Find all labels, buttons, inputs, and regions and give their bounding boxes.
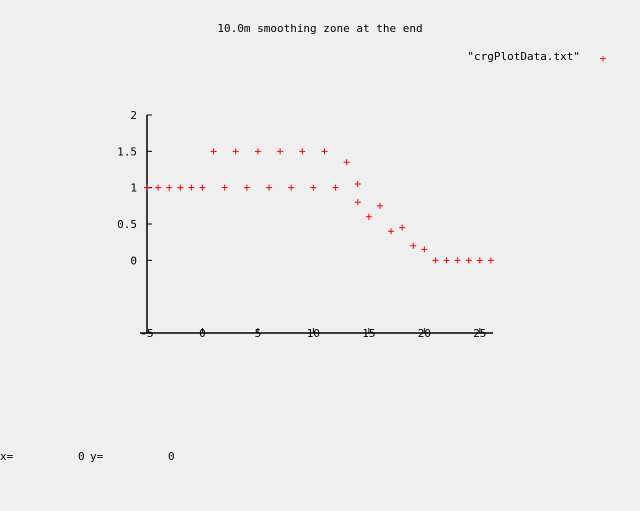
data-points <box>144 148 494 264</box>
data-point <box>454 257 461 264</box>
data-point <box>421 246 428 253</box>
data-point <box>399 224 406 231</box>
y-tick-label: 0 <box>130 254 137 267</box>
x-axis-ticks: -5 0 5 10 15 20 25 <box>140 327 486 340</box>
data-point <box>343 159 350 166</box>
y-coordinate-value: 0 <box>168 450 175 463</box>
data-point <box>144 184 150 191</box>
data-point <box>155 184 162 191</box>
data-point <box>432 257 439 264</box>
data-point <box>177 184 184 191</box>
y-tick-label: 1 <box>130 182 137 195</box>
data-point <box>266 184 273 191</box>
y-tick-label: 2 <box>130 109 137 122</box>
x-tick-label: 10 <box>307 327 320 340</box>
data-point <box>410 242 417 249</box>
scatter-plot: 10.0m smoothing zone at the end "crgPlot… <box>117 22 607 340</box>
x-tick-label: 0 <box>199 327 206 340</box>
data-point <box>288 184 295 191</box>
data-point <box>354 199 361 206</box>
chart-title: 10.0m smoothing zone at the end <box>217 22 422 35</box>
data-point <box>388 228 395 235</box>
data-point <box>487 257 494 264</box>
data-point <box>332 184 339 191</box>
data-point <box>443 257 450 264</box>
data-point <box>277 148 284 155</box>
y-axis-ticks: 0 0.5 1 1.5 2 <box>117 109 152 267</box>
data-point <box>376 202 383 209</box>
data-point <box>465 257 472 264</box>
y-tick-label: 1.5 <box>117 145 137 158</box>
legend-marker: + <box>600 52 607 65</box>
legend: "crgPlotData.txt" + <box>467 50 606 65</box>
data-point <box>299 148 306 155</box>
data-point <box>243 184 250 191</box>
axes <box>140 115 493 334</box>
x-tick-label: 20 <box>418 327 431 340</box>
y-tick-label: 0.5 <box>117 218 137 231</box>
x-tick-label: 15 <box>362 327 375 340</box>
data-point <box>232 148 239 155</box>
data-point <box>365 213 372 220</box>
legend-label: "crgPlotData.txt" <box>467 50 580 63</box>
x-tick-label: -5 <box>140 327 153 340</box>
data-point <box>210 148 217 155</box>
data-point <box>221 184 228 191</box>
data-point <box>166 184 173 191</box>
x-tick-label: 5 <box>255 327 262 340</box>
data-point <box>476 257 483 264</box>
data-point <box>199 184 206 191</box>
x-coordinate-label: x= <box>0 450 14 463</box>
data-point <box>254 148 261 155</box>
x-tick-label: 25 <box>473 327 486 340</box>
data-point <box>310 184 317 191</box>
data-point <box>354 181 361 188</box>
data-point <box>188 184 195 191</box>
x-coordinate-value: 0 <box>78 450 85 463</box>
status-bar: x= 0 y= 0 <box>0 451 640 463</box>
data-point <box>321 148 328 155</box>
y-coordinate-label: y= <box>90 450 104 463</box>
